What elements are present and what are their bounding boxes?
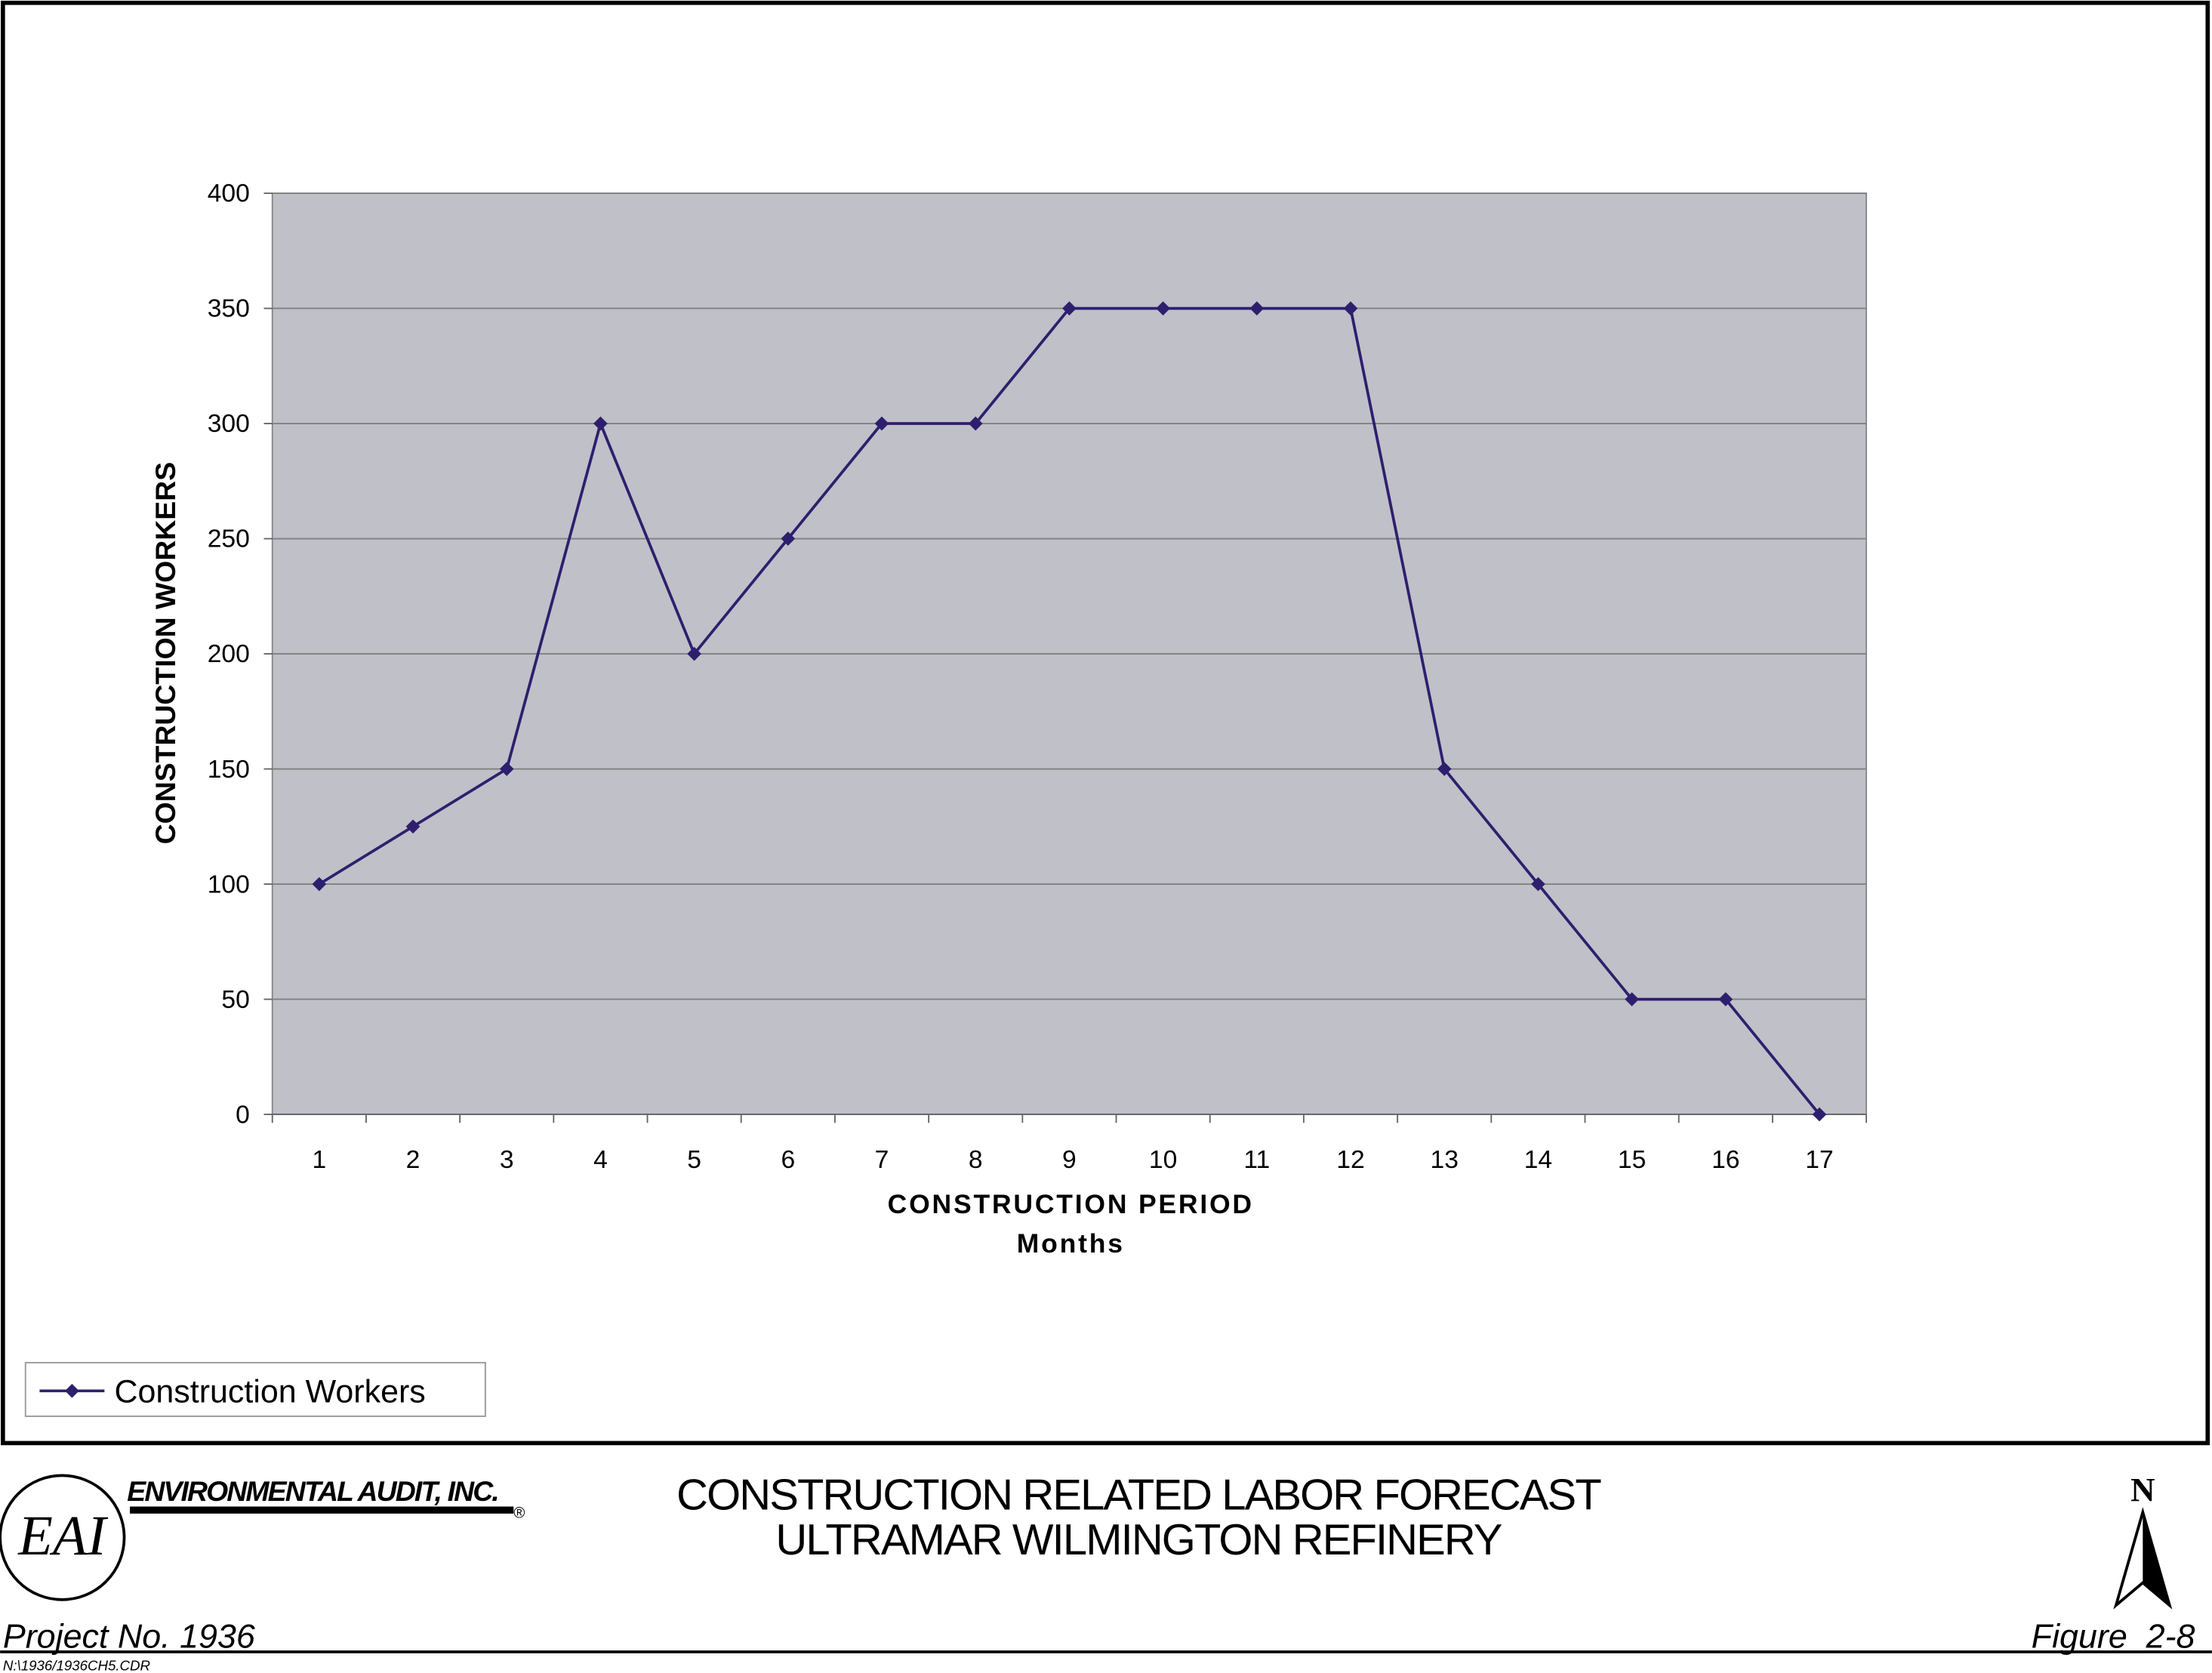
x-tick-label: 4 (593, 1146, 608, 1174)
y-tick-label: 150 (208, 756, 250, 784)
x-axis-sublabel: Months (1017, 1228, 1125, 1259)
x-tick-label: 5 (687, 1146, 701, 1174)
x-tick-label: 2 (406, 1146, 421, 1174)
x-axis-label: CONSTRUCTION PERIOD (888, 1189, 1254, 1219)
x-tick-label: 10 (1149, 1146, 1177, 1174)
x-tick-label: 17 (1805, 1146, 1833, 1174)
x-tick-label: 13 (1431, 1146, 1459, 1174)
x-tick-label: 8 (969, 1146, 983, 1174)
y-tick-label: 250 (208, 525, 250, 553)
figure-title: CONSTRUCTION RELATED LABOR FORECAST (676, 1471, 1601, 1519)
y-tick-label: 0 (236, 1101, 250, 1129)
x-tick-label: 1 (312, 1146, 326, 1174)
x-tick-label: 16 (1711, 1146, 1739, 1174)
y-tick-label: 200 (208, 640, 250, 668)
x-tick-label: 6 (781, 1146, 795, 1174)
figure-number: Figure 2-8 (2032, 1616, 2195, 1655)
x-tick-label: 11 (1243, 1146, 1270, 1174)
data-point (874, 416, 889, 431)
legend-label: Construction Workers (114, 1373, 425, 1410)
registered-mark: ® (513, 1504, 525, 1521)
data-point (687, 646, 701, 661)
north-arrow-fill (2143, 1511, 2170, 1606)
x-tick-label: 15 (1618, 1146, 1646, 1174)
figure-subtitle: ULTRAMAR WILMINGTON REFINERY (775, 1516, 1502, 1564)
y-tick-label: 100 (208, 870, 250, 898)
data-point (1343, 301, 1358, 316)
y-tick-label: 400 (208, 180, 250, 208)
company-underline (130, 1506, 514, 1514)
y-axis-label: CONSTRUCTION WORKERS (149, 462, 181, 844)
north-label: N (2130, 1471, 2155, 1508)
data-point (1437, 762, 1452, 776)
x-tick-label: 12 (1336, 1146, 1364, 1174)
data-point (499, 762, 514, 776)
project-number: Project No. 1936 (3, 1616, 255, 1655)
company-name: ENVIRONMENTAL AUDIT, INC. (127, 1475, 498, 1507)
y-tick-label: 300 (208, 410, 250, 438)
data-point (593, 416, 608, 431)
x-tick-label: 3 (500, 1146, 514, 1174)
y-tick-label: 50 (221, 986, 249, 1014)
logo: EAI (17, 1505, 108, 1567)
logo-circle (0, 1474, 126, 1601)
x-tick-label: 14 (1524, 1146, 1552, 1174)
x-tick-label: 9 (1062, 1146, 1077, 1174)
x-tick-label: 7 (875, 1146, 889, 1174)
y-tick-label: 350 (208, 295, 250, 323)
data-point (405, 819, 421, 834)
data-point (1249, 301, 1265, 316)
file-path: N:\1936/1936CH5.CDR (3, 1657, 150, 1673)
data-point (968, 416, 983, 431)
